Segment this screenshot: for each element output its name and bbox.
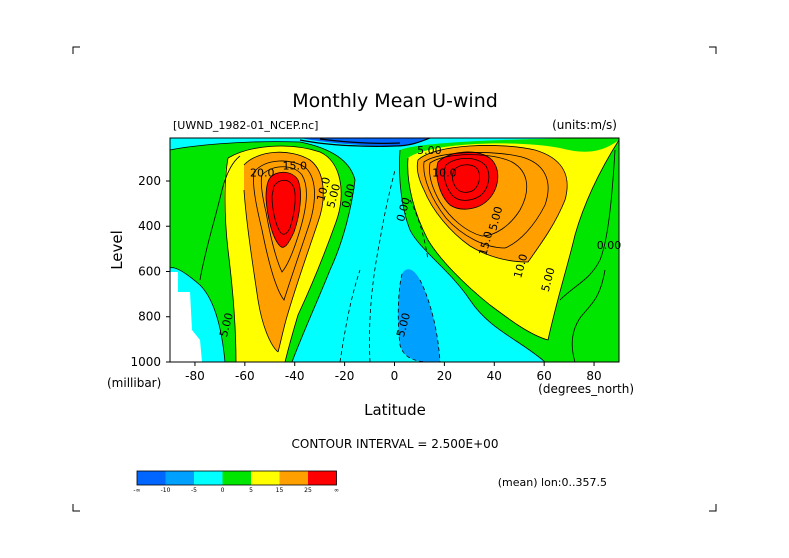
contour-label: 5.00 [539, 266, 558, 293]
colorbar-swatch [308, 471, 337, 485]
contour-label: 5.00 [417, 144, 442, 157]
contour-label: 5.00 [324, 182, 343, 209]
contour-label: 5.00 [217, 311, 236, 338]
contour-label: 15.0 [476, 230, 495, 257]
colorbar-tick-label: -5 [191, 487, 197, 494]
y-tick-label: 1000 [130, 355, 161, 369]
contour-interval-text: CONTOUR INTERVAL = 2.500E+00 [292, 437, 499, 451]
colorbar-tick-label: 5 [249, 487, 253, 494]
colorbar-swatch [279, 471, 308, 485]
y-tick-label: 400 [138, 219, 161, 233]
y-tick-label: 800 [138, 310, 161, 324]
contour-label: 5.00 [486, 205, 505, 232]
colorbar: -∞ -10 -5 0 5 15 25 ∞ [133, 470, 339, 494]
contour-field [170, 138, 619, 362]
fill-band-blue-equatorial [398, 269, 440, 362]
colorbar-tick-label: 25 [304, 487, 312, 494]
contour-label: 10.0 [432, 166, 457, 179]
footer-note: (mean) lon:0..357.5 [498, 476, 607, 489]
chart-title: Monthly Mean U-wind [292, 90, 498, 112]
x-tick-label: 0 [391, 369, 399, 383]
contour-label: 15.0 [282, 160, 307, 173]
x-axis-title: Latitude [364, 401, 426, 419]
colorbar-swatch [194, 471, 223, 485]
colorbar-swatch [165, 471, 194, 485]
y-tick-label: 600 [138, 264, 161, 278]
x-tick-label: 60 [537, 369, 552, 383]
colorbar-swatch [222, 471, 251, 485]
colorbar-swatch [137, 471, 166, 485]
y-tick-label: 200 [138, 174, 161, 188]
x-tick-label: -40 [285, 369, 305, 383]
contour-label: 5.00 [394, 311, 413, 338]
contour-lines [170, 138, 619, 362]
missing-data-patch [170, 272, 202, 362]
y-units-label: (millibar) [107, 376, 161, 390]
contour-label: 0.00 [339, 182, 358, 209]
x-tick-label: 40 [487, 369, 502, 383]
contour-label: 0.00 [597, 239, 622, 252]
contour-label: 10.0 [314, 176, 333, 203]
colorbar-frame [136, 470, 337, 486]
contour-labels: 20.015.010.05.000.000.00 5.005.00 5.0015.0… [217, 144, 621, 339]
x-tick-label: -20 [335, 369, 355, 383]
x-tick-label: 80 [586, 369, 601, 383]
x-tick-label: -80 [185, 369, 205, 383]
contour-label: 0.00 [394, 196, 413, 223]
crop-marks [72, 46, 717, 512]
contour-label: 20.0 [250, 166, 275, 179]
fill-band-red-sh [266, 172, 301, 248]
colorbar-tick-label: 15 [276, 487, 284, 494]
contour-label: 10.0 [511, 253, 530, 280]
x-units-label: (degrees_north) [538, 382, 634, 396]
units-label: (units:m/s) [552, 118, 617, 132]
colorbar-tick-label: 0 [221, 487, 225, 494]
y-axis: 1000 800 600 400 200 [130, 174, 170, 369]
colorbar-swatch [251, 471, 280, 485]
x-axis: -80 -60 -40 -20 0 20 40 60 80 [185, 362, 602, 383]
y-axis-title: Level [108, 230, 126, 270]
colorbar-tick-label: ∞ [334, 487, 339, 494]
colorbar-tick-label: -10 [161, 487, 171, 494]
x-tick-label: 20 [437, 369, 452, 383]
colorbar-tick-label: -∞ [133, 487, 140, 494]
x-tick-label: -60 [235, 369, 255, 383]
dataset-label: [UWND_1982-01_NCEP.nc] [173, 119, 318, 132]
